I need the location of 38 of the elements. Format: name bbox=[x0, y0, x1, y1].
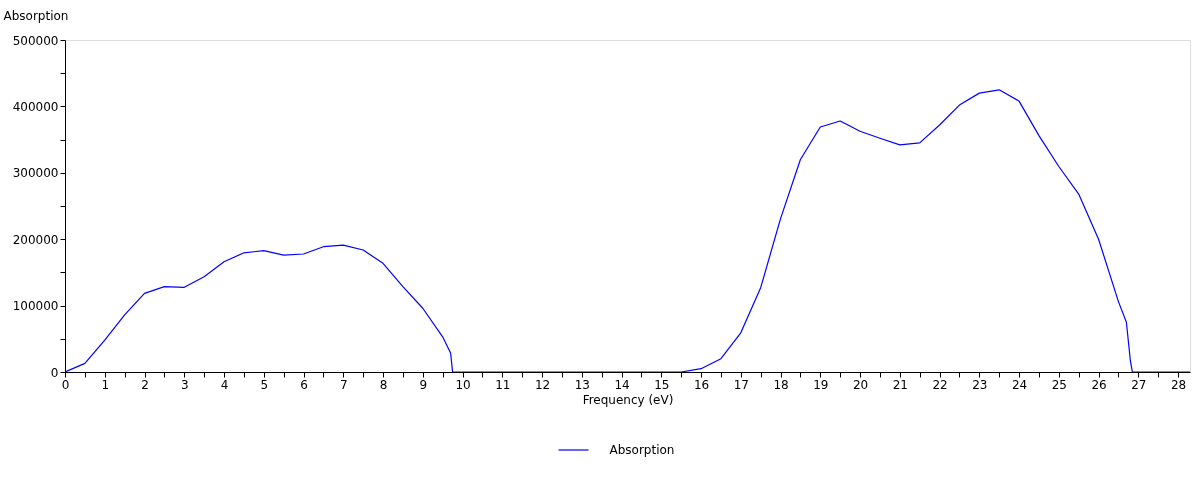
x-tick-label: 27 bbox=[1131, 377, 1147, 392]
y-tick-label: 500000 bbox=[12, 33, 59, 48]
x-tick-label: 20 bbox=[852, 377, 869, 392]
x-tick-label: 3 bbox=[180, 377, 189, 392]
x-tick-label: 6 bbox=[300, 377, 308, 392]
x-tick-label: 9 bbox=[419, 377, 428, 392]
x-tick-label: 2 bbox=[141, 377, 149, 392]
x-tick-label: 4 bbox=[220, 377, 229, 392]
x-tick-label: 28 bbox=[1170, 377, 1187, 392]
x-tick-label: 22 bbox=[932, 377, 948, 392]
x-tick-label: 11 bbox=[495, 377, 511, 392]
x-tick-label: 1 bbox=[101, 377, 110, 392]
legend-label: Absorption bbox=[609, 443, 675, 457]
x-tick-label: 8 bbox=[379, 377, 388, 392]
x-tick-label: 16 bbox=[693, 377, 710, 392]
x-tick-label: 24 bbox=[1011, 377, 1028, 392]
x-tick-label: 17 bbox=[733, 377, 749, 392]
x-tick-label: 10 bbox=[455, 377, 471, 392]
x-tick-label: 25 bbox=[1051, 377, 1067, 392]
x-axis-title: Frequency (eV) bbox=[582, 392, 674, 407]
x-tick-label: 5 bbox=[260, 377, 269, 392]
x-tick-label: 18 bbox=[773, 377, 789, 392]
y-axis-title: Absorption bbox=[3, 8, 69, 23]
x-tick-label: 19 bbox=[813, 377, 829, 392]
y-tick-label: 200000 bbox=[12, 232, 59, 247]
x-tick-label: 7 bbox=[339, 377, 348, 392]
x-tick-label: 0 bbox=[61, 377, 70, 392]
y-tick-label: 100000 bbox=[12, 299, 59, 314]
y-tick-label: 400000 bbox=[12, 99, 59, 114]
x-tick-label: 26 bbox=[1091, 377, 1107, 392]
x-tick-label: 15 bbox=[654, 377, 670, 392]
x-tick-label: 13 bbox=[574, 377, 590, 392]
x-tick-label: 23 bbox=[972, 377, 988, 392]
y-tick-label: 0 bbox=[50, 365, 59, 380]
x-tick-label: 21 bbox=[892, 377, 908, 392]
y-tick-label: 300000 bbox=[12, 166, 59, 181]
x-tick-label: 12 bbox=[534, 377, 551, 392]
x-tick-label: 14 bbox=[614, 377, 630, 392]
